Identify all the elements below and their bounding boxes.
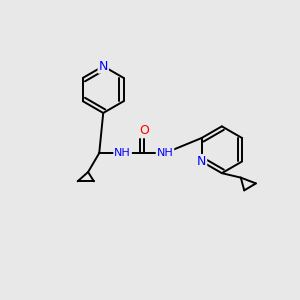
- Text: NH: NH: [114, 148, 131, 158]
- Text: NH: NH: [157, 148, 173, 158]
- Text: N: N: [197, 155, 206, 168]
- Text: N: N: [98, 60, 108, 73]
- Text: O: O: [139, 124, 149, 137]
